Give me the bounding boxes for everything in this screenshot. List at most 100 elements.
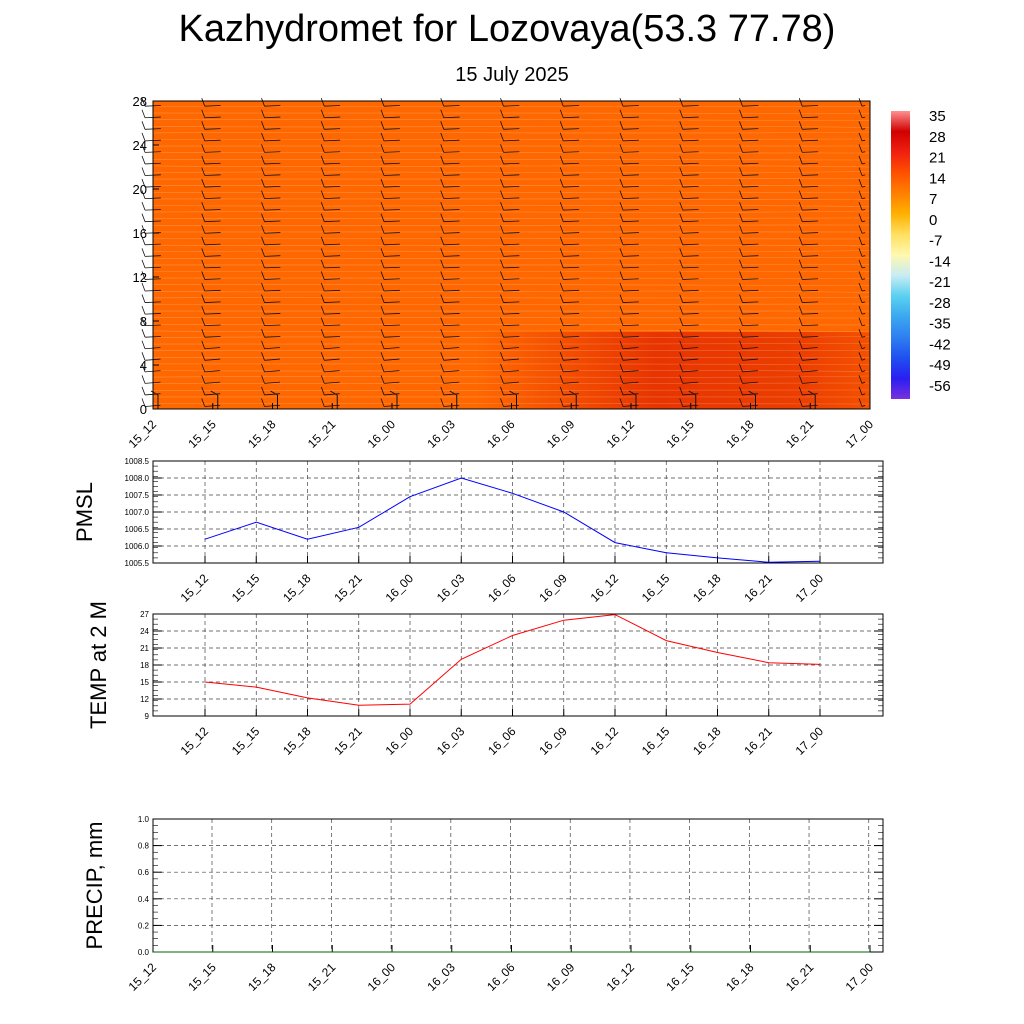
wind-barb: [679, 98, 699, 107]
wind-barb: [619, 271, 639, 280]
wind-barb: [798, 352, 818, 361]
colorbar-label: -28: [929, 295, 951, 312]
wind-barb: [201, 363, 221, 373]
wind-barb: [500, 121, 520, 130]
wind-barb: [500, 248, 520, 257]
wind-barb: [320, 248, 341, 257]
x-tick-label: 15_12: [126, 417, 160, 451]
wind-barb-surface: [150, 390, 159, 409]
wind-barb: [858, 190, 866, 199]
wind-barb: [858, 386, 866, 396]
wind-barb: [858, 109, 866, 119]
y-axis-label: PRECIP, mm: [82, 822, 107, 950]
wind-barb: [380, 155, 400, 165]
wind-barb: [798, 317, 819, 327]
wind-barb: [739, 386, 758, 396]
wind-barb: [619, 132, 639, 142]
wind-barb: [201, 386, 221, 396]
y-tick-label: 27: [140, 610, 149, 619]
heatmap-panel: 0 4 8 12 16 20 24 28 15_12 15_15 15_18 15_21 16_00 16…: [126, 94, 877, 451]
wind-barb: [858, 282, 866, 292]
wind-barb: [679, 225, 699, 234]
wind-barb: [440, 317, 460, 327]
x-tick-label: 16_00: [383, 571, 417, 605]
wind-barb: [380, 340, 400, 350]
wind-barb: [380, 271, 400, 280]
wind-barb: [739, 109, 759, 119]
wind-barb: [679, 375, 699, 384]
wind-barb: [858, 340, 866, 350]
contour-line: [152, 375, 871, 378]
wind-barb: [440, 109, 460, 119]
contour-line: [152, 244, 871, 247]
wind-barb: [261, 132, 281, 142]
wind-barb-surface: [389, 390, 398, 409]
wind-barb: [201, 317, 221, 327]
wind-barb: [201, 248, 221, 257]
wind-barb: [559, 144, 580, 153]
wind-barb: [201, 305, 221, 315]
y-tick-label: 28: [133, 94, 147, 109]
wind-barb: [261, 213, 281, 223]
contour-line: [152, 290, 871, 293]
wind-barb: [500, 352, 519, 361]
wind-barb: [500, 202, 520, 211]
wind-barb: [858, 167, 866, 176]
wind-barb: [798, 109, 819, 119]
wind-barb: [559, 155, 580, 165]
wind-barb: [619, 317, 639, 327]
wind-barb: [201, 167, 221, 176]
wind-barb: [500, 363, 519, 373]
wind-barb: [320, 132, 341, 142]
wind-barb: [261, 294, 281, 303]
wind-barb: [858, 98, 866, 107]
wind-barb: [798, 144, 819, 153]
wind-barb: [261, 375, 280, 384]
wind-barb: [858, 236, 866, 246]
wind-barb: [858, 132, 866, 142]
wind-barb: [500, 178, 520, 188]
wind-barb: [679, 340, 699, 350]
wind-barb: [440, 271, 460, 280]
wind-barb: [500, 144, 520, 153]
wind-barb: [739, 340, 758, 350]
wind-barb: [798, 282, 819, 292]
wind-barb: [261, 155, 281, 165]
wind-barb: [320, 329, 341, 338]
wind-barb: [320, 282, 341, 292]
y-tick-label: 24: [140, 627, 149, 636]
wind-barb: [619, 363, 639, 373]
wind-barb: [559, 132, 580, 142]
wind-barb: [559, 259, 580, 269]
wind-barb: [380, 132, 400, 142]
x-tick-label: 15_18: [245, 960, 279, 994]
wind-barb: [261, 202, 281, 211]
x-tick-label: 15_15: [185, 417, 219, 451]
wind-barb: [440, 340, 460, 350]
wind-barb: [619, 340, 639, 350]
wind-barb: [679, 259, 699, 269]
wind-barb: [261, 282, 281, 292]
wind-barb: [320, 167, 341, 176]
x-tick-label: 16_21: [783, 417, 817, 451]
wind-barb: [500, 236, 520, 246]
contour-line: [152, 210, 871, 213]
wind-barb: [619, 282, 639, 292]
wind-barb: [798, 363, 818, 373]
colorbar-label: 7: [929, 191, 937, 208]
wind-barb: [201, 98, 221, 107]
wind-barb: [440, 329, 460, 338]
y-tick-label: 1008.0: [125, 474, 150, 483]
wind-barb: [440, 132, 460, 142]
y-tick-label: 1007.0: [125, 508, 150, 517]
wind-barb: [858, 271, 866, 280]
wind-barb: [380, 236, 400, 246]
y-tick-label: 1008.5: [125, 457, 150, 466]
wind-barb: [261, 178, 281, 188]
wind-barb: [440, 352, 460, 361]
x-tick-label: 16_03: [434, 724, 468, 758]
x-tick-label: 15_18: [245, 417, 279, 451]
wind-barb: [201, 202, 221, 211]
colorbar-label: 28: [929, 129, 946, 146]
wind-barb: [380, 259, 400, 269]
